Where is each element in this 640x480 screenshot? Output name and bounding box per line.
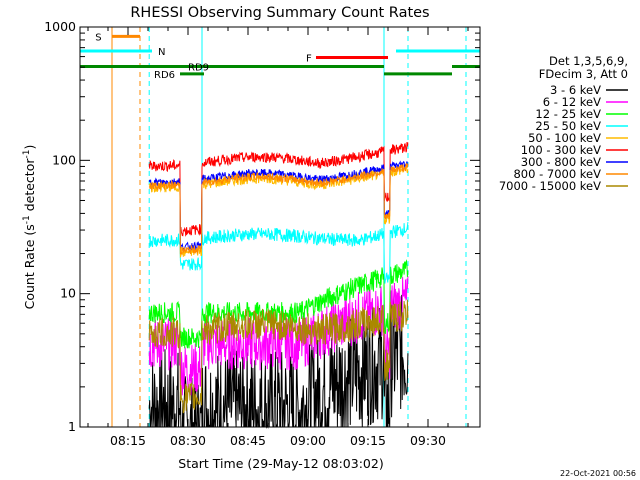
legend-label-4: 25 - 50 keV — [535, 119, 601, 133]
legend-label-5: 50 - 100 keV — [528, 131, 601, 145]
series-2 — [148, 276, 409, 396]
legend-header-1: Det 1,3,5,6,9, — [549, 54, 628, 68]
y-label-sup1: -1 — [22, 215, 32, 224]
series-4 — [148, 222, 409, 284]
y-axis-label: Count Rate (s-1 detector-1) — [22, 145, 37, 310]
x-axis-label: Start Time (29-May-12 08:03:02) — [178, 456, 383, 471]
flag-label-s: S — [95, 32, 101, 43]
series-3 — [148, 259, 409, 349]
x-tick-label-5: 09:15 — [350, 433, 386, 448]
x-tick-label-4: 09:00 — [290, 433, 326, 448]
series-9 — [148, 299, 409, 414]
y-axis: 1 10 100 1000 — [44, 19, 480, 434]
series-line-8 — [148, 163, 409, 255]
x-tick-label-6: 09:30 — [410, 433, 446, 448]
series-line-4 — [148, 222, 409, 284]
x-tick-label-3: 08:45 — [230, 433, 266, 448]
legend-label-9: 7000 - 15000 keV — [499, 179, 601, 193]
y-tick-label-1: 1 — [68, 419, 76, 434]
flag-label-n: N — [158, 47, 165, 58]
plot-area: S N F RD9 RD6 — [80, 27, 480, 429]
legend-label-7: 300 - 800 keV — [521, 155, 601, 169]
y-tick-label-2: 10 — [60, 286, 76, 301]
series-line-9 — [148, 299, 409, 414]
footer-timestamp: 22-Oct-2021 00:56 — [560, 469, 636, 478]
legend-label-1: 3 - 6 keV — [550, 83, 601, 97]
legend-label-3: 12 - 25 keV — [535, 107, 601, 121]
y-tick-label-3: 100 — [52, 152, 76, 167]
y-label-end: ) — [22, 145, 37, 150]
flag-label-rd9: RD9 — [188, 63, 209, 74]
y-label-sup2: -1 — [22, 150, 32, 159]
y-label-main: Count Rate (s — [22, 224, 37, 309]
legend-header-2: FDecim 3, Att 0 — [539, 67, 628, 81]
flag-label-f: F — [306, 54, 312, 65]
legend-label-2: 6 - 12 keV — [543, 95, 601, 109]
legend-label-8: 800 - 7000 keV — [513, 167, 601, 181]
series-6 — [148, 141, 409, 237]
y-tick-label-4: 1000 — [44, 19, 76, 34]
x-axis: 08:15 08:30 08:45 09:00 09:15 09:30 — [87, 27, 469, 448]
series-line-6 — [148, 141, 409, 237]
series-line-2 — [148, 276, 409, 396]
y-label-mid: detector — [22, 158, 37, 216]
flag-label-rd6: RD6 — [154, 70, 175, 81]
legend-label-6: 100 - 300 keV — [521, 143, 601, 157]
chart-title: RHESSI Observing Summary Count Rates — [130, 5, 429, 21]
x-tick-label-1: 08:15 — [110, 433, 146, 448]
series-8 — [148, 163, 409, 255]
legend: Det 1,3,5,6,9, FDecim 3, Att 0 3 - 6 keV… — [499, 54, 628, 193]
x-tick-label-2: 08:30 — [170, 433, 206, 448]
plot-frame — [79, 26, 481, 428]
series-line-3 — [148, 259, 409, 349]
